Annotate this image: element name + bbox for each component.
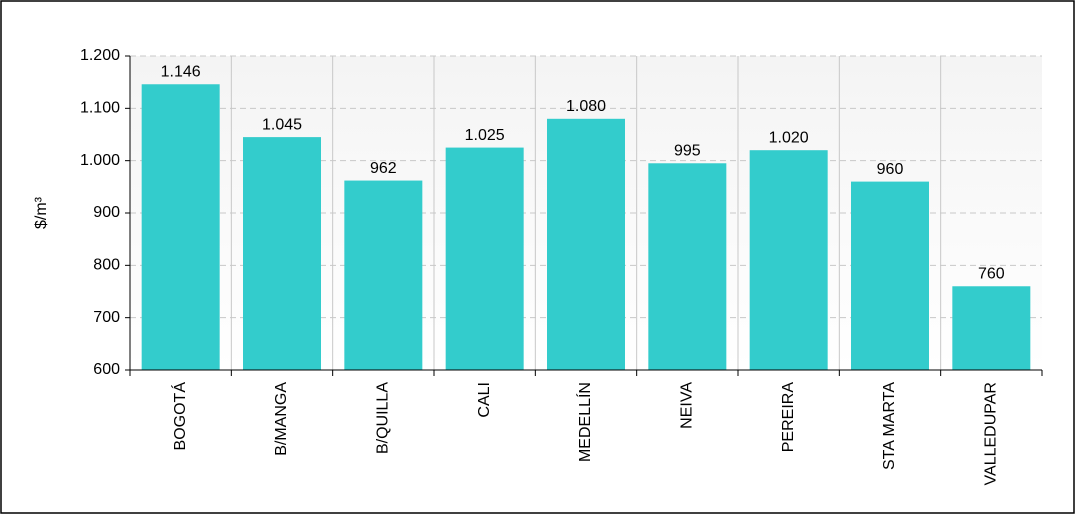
y-axis-label: $/m³ [33,196,50,229]
x-tick-label: STA MARTA [881,382,898,470]
bar [141,84,220,370]
x-tick-label: BOGOTÁ [170,382,189,451]
bar [952,286,1031,370]
y-tick-label: 1.200 [80,47,120,64]
bar [648,163,727,370]
bar [547,118,625,370]
y-tick-label: 700 [93,309,120,326]
value-label: 962 [370,160,397,177]
value-label: 960 [877,161,904,178]
y-tick-label: 600 [93,361,120,378]
bar [445,147,524,370]
x-tick-label: MEDELLÍN [575,382,594,462]
x-tick-label: CALI [476,382,493,418]
y-tick-label: 1.100 [80,100,120,117]
x-tick-label: VALLEDUPAR [983,382,1000,485]
y-tick-label: 1.000 [80,152,120,169]
bar [749,150,828,370]
value-label: 1.146 [161,63,201,80]
x-tick-label: B/QUILLA [375,382,392,454]
x-tick-label: PEREIRA [780,382,797,453]
value-label: 995 [674,143,701,160]
y-tick-label: 900 [93,204,120,221]
value-label: 760 [978,265,1005,282]
value-label: 1.020 [769,129,809,146]
bar [851,181,929,370]
bar [344,180,423,370]
y-tick-label: 800 [93,257,120,274]
value-label: 1.080 [566,98,606,115]
value-label: 1.045 [262,116,302,133]
value-label: 1.025 [465,127,505,144]
bar [243,137,321,370]
x-tick-label: B/MANGA [273,382,290,456]
x-tick-label: NEIVA [679,382,696,429]
